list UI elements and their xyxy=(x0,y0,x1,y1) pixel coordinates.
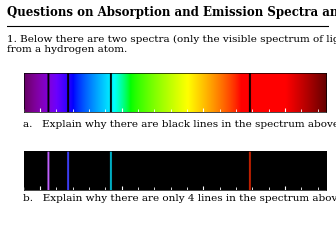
Text: b.   Explain why there are only 4 lines in the spectrum above.: b. Explain why there are only 4 lines in… xyxy=(23,194,336,203)
Text: a.   Explain why there are black lines in the spectrum above.: a. Explain why there are black lines in … xyxy=(23,120,336,129)
Text: Questions on Absorption and Emission Spectra and the eq: Questions on Absorption and Emission Spe… xyxy=(7,6,336,19)
Text: 1. Below there are two spectra (only the visible spectrum of light) that
from a : 1. Below there are two spectra (only the… xyxy=(7,35,336,54)
